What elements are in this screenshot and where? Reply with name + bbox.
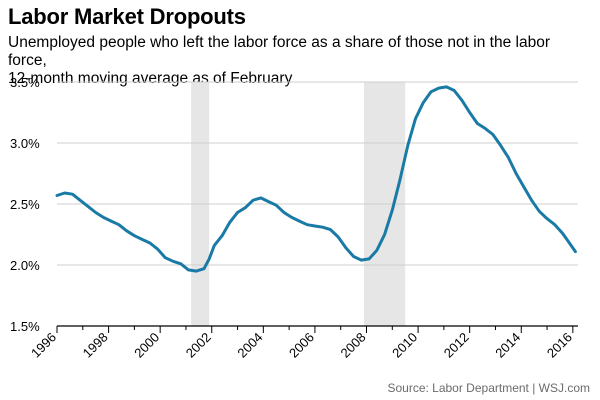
source-note: Source: Labor Department | WSJ.com [387,381,590,395]
x-tick-label: 2014 [492,330,523,361]
x-tick-label: 2010 [389,330,420,361]
x-tick-label: 2002 [183,330,214,361]
subtitle-line-2: 12-month moving average as of February [8,70,293,87]
chart-subtitle: Unemployed people who left the labor for… [8,34,593,88]
x-tick-label: 1998 [80,330,111,361]
series-line [55,85,577,273]
x-tick-label: 2012 [441,330,472,361]
y-tick-label: 2.5% [10,197,40,212]
y-tick-label: 1.5% [10,319,40,334]
x-tick-label: 2016 [544,330,575,361]
y-tick-label: 3.0% [10,136,40,151]
y-tick-label: 2.0% [10,258,40,273]
y-tick-label: 3.5% [10,75,40,90]
x-tick-label: 2008 [338,330,369,361]
chart-title: Labor Market Dropouts [8,4,246,29]
x-tick-label: 2004 [234,330,265,361]
x-tick-label: 2006 [286,330,317,361]
x-tick-label: 1996 [28,330,59,361]
subtitle-line-1: Unemployed people who left the labor for… [8,34,550,69]
x-tick-label: 2000 [131,330,162,361]
